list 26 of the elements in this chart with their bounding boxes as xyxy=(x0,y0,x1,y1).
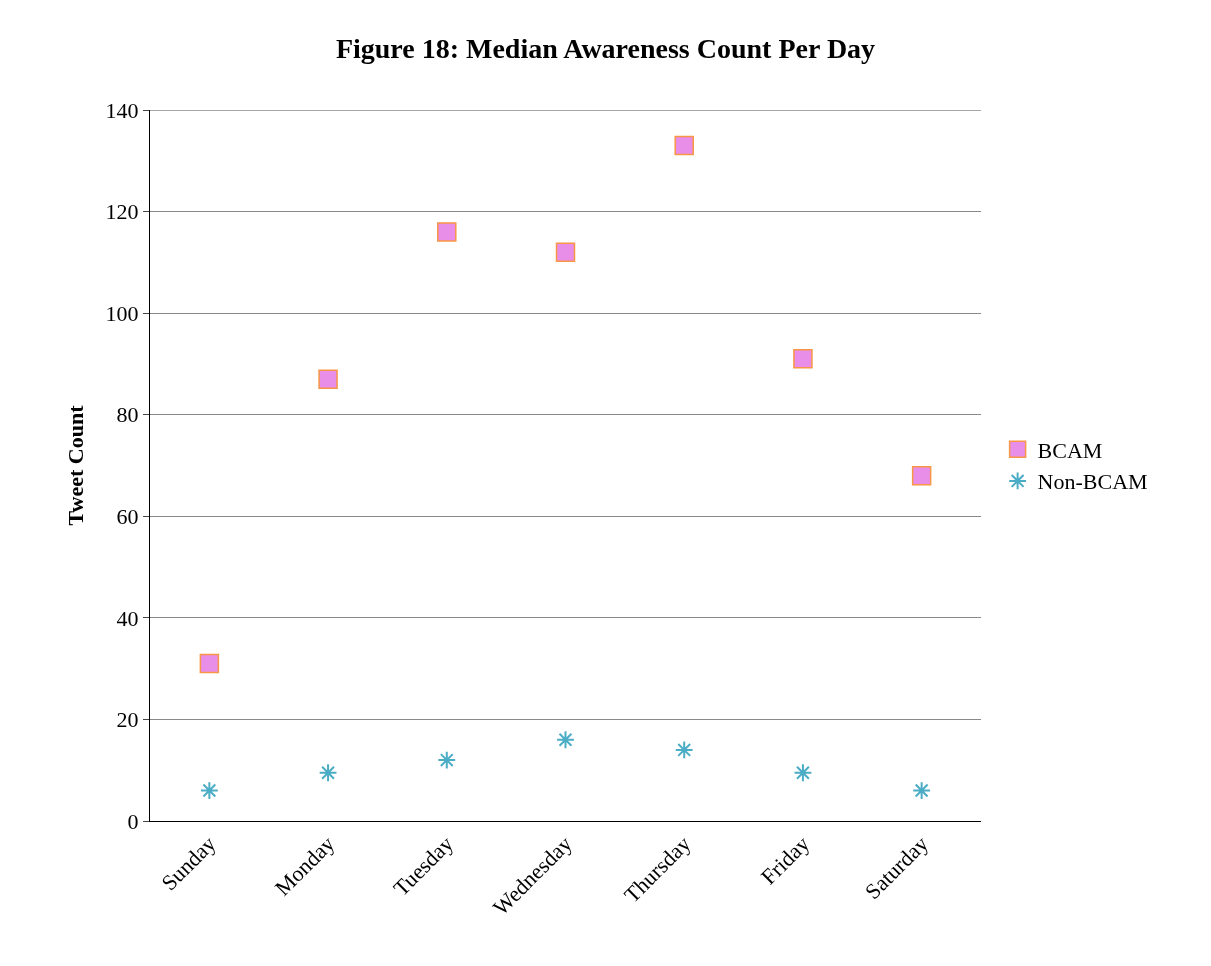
point xyxy=(793,349,813,369)
point xyxy=(555,242,576,262)
legend-label: BCAM xyxy=(1037,437,1103,463)
point xyxy=(199,653,220,674)
point xyxy=(911,465,932,486)
y-tick-label: 20 xyxy=(116,707,139,733)
y-tick-label: 0 xyxy=(127,808,139,834)
y-tick-label: 60 xyxy=(116,503,139,529)
point xyxy=(318,763,338,783)
y-tick-label: 140 xyxy=(105,97,139,123)
point xyxy=(437,750,457,770)
point xyxy=(674,740,694,760)
point xyxy=(674,135,694,156)
y-axis-title: Tweet Count xyxy=(63,404,89,526)
y-tick-label: 120 xyxy=(105,199,139,225)
point xyxy=(199,781,219,800)
y-tick-label: 100 xyxy=(105,300,139,326)
point xyxy=(556,730,575,750)
point xyxy=(437,222,457,242)
point xyxy=(318,369,338,389)
legend-label: Non-BCAM xyxy=(1037,469,1148,495)
point xyxy=(912,781,932,800)
chart-title: Figure 18: Median Awareness Count Per Day xyxy=(335,33,876,65)
y-tick-label: 40 xyxy=(116,605,139,631)
y-tick-label: 80 xyxy=(116,402,139,428)
point xyxy=(793,763,813,783)
